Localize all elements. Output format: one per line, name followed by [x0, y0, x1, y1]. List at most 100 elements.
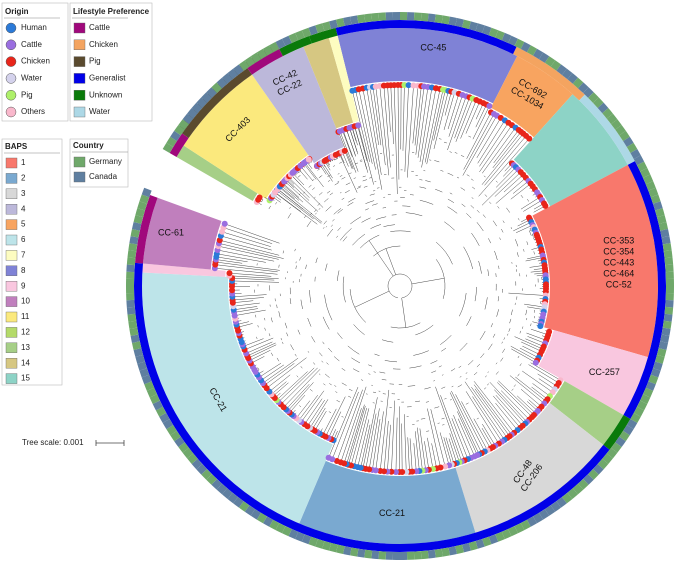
- lifestyle-ring: [603, 415, 631, 450]
- branch: [425, 180, 431, 183]
- country-ring: [427, 549, 436, 559]
- branch: [516, 224, 533, 233]
- country-ring: [238, 60, 250, 71]
- branch: [282, 341, 284, 344]
- branch: [232, 297, 264, 301]
- branch: [444, 398, 447, 400]
- branch: [312, 187, 315, 190]
- branch: [274, 192, 318, 225]
- branch: [319, 352, 323, 357]
- branch: [426, 89, 444, 165]
- branch: [339, 131, 357, 173]
- country-ring: [664, 257, 674, 266]
- country-ring: [501, 529, 512, 540]
- country-ring: [652, 361, 663, 371]
- branch: [460, 155, 465, 158]
- branch: [232, 277, 275, 281]
- branch: [285, 384, 310, 410]
- country-ring: [597, 102, 609, 114]
- country-ring: [295, 30, 305, 41]
- clade-wedge: [303, 37, 354, 129]
- branch: [336, 389, 363, 462]
- branch: [268, 333, 271, 337]
- country-ring: [357, 14, 366, 24]
- country-ring: [343, 16, 352, 26]
- country-ring: [645, 381, 656, 391]
- country-ring: [131, 222, 142, 231]
- branch: [232, 294, 267, 298]
- branch: [467, 360, 474, 366]
- country-ring: [544, 56, 556, 67]
- country-ring: [643, 174, 654, 185]
- branch: [304, 162, 324, 188]
- legend-swatch: [5, 358, 18, 369]
- country-ring: [640, 168, 651, 178]
- branch: [502, 220, 505, 224]
- branch: [474, 286, 477, 302]
- branch: [232, 300, 254, 303]
- country-ring: [538, 509, 550, 520]
- legend-swatch: [73, 171, 86, 183]
- branch: [344, 150, 353, 169]
- country-ring: [611, 119, 622, 130]
- branch: [295, 265, 297, 269]
- branch: [372, 391, 377, 393]
- branch: [433, 380, 436, 382]
- branch: [297, 329, 301, 335]
- country-ring: [131, 341, 142, 350]
- country-ring: [623, 424, 634, 436]
- country-ring: [448, 546, 457, 556]
- branch: [415, 431, 420, 472]
- country-ring: [135, 354, 145, 364]
- country-ring: [455, 17, 464, 28]
- legend-box: [1, 2, 69, 122]
- branch: [441, 374, 444, 376]
- branch: [472, 396, 503, 442]
- country-ring: [633, 155, 645, 166]
- country-ring: [661, 236, 671, 245]
- branch: [494, 250, 498, 261]
- branch: [233, 306, 258, 311]
- branch: [328, 387, 359, 458]
- branch: [351, 357, 361, 364]
- clade-wedge: [142, 263, 226, 277]
- country-ring: [244, 505, 256, 516]
- country-ring: [623, 136, 634, 148]
- tree-scale-label: Tree scale: 0.001: [22, 438, 84, 447]
- branch: [347, 202, 354, 207]
- branch: [522, 370, 553, 393]
- branch: [286, 178, 310, 201]
- branch: [360, 160, 363, 162]
- country-ring: [137, 361, 148, 371]
- branch: [473, 372, 478, 376]
- branch: [341, 382, 347, 386]
- branch: [430, 360, 438, 364]
- country-ring: [371, 550, 380, 560]
- branch: [533, 251, 535, 255]
- branch: [304, 398, 323, 425]
- country-ring: [656, 215, 667, 224]
- country-ring: [127, 313, 137, 322]
- branch: [517, 218, 520, 221]
- branch: [326, 362, 329, 365]
- branch: [484, 375, 487, 378]
- country-ring: [475, 23, 485, 34]
- branch: [509, 375, 545, 404]
- branch: [424, 441, 430, 470]
- legend-swatch: [5, 157, 18, 169]
- branch: [529, 228, 532, 232]
- country-ring: [126, 257, 136, 266]
- country-ring: [222, 488, 233, 499]
- branch: [533, 309, 535, 313]
- branch: [282, 250, 285, 254]
- legend-swatch: [73, 73, 86, 84]
- country-ring: [196, 463, 208, 475]
- branch: [483, 387, 487, 390]
- lifestyle-ring: [279, 36, 312, 57]
- branch: [459, 376, 462, 378]
- legend-swatch: [5, 250, 18, 261]
- branch: [449, 151, 452, 153]
- legend-label: 9: [21, 281, 26, 290]
- branch: [532, 234, 534, 237]
- branch: [214, 268, 278, 275]
